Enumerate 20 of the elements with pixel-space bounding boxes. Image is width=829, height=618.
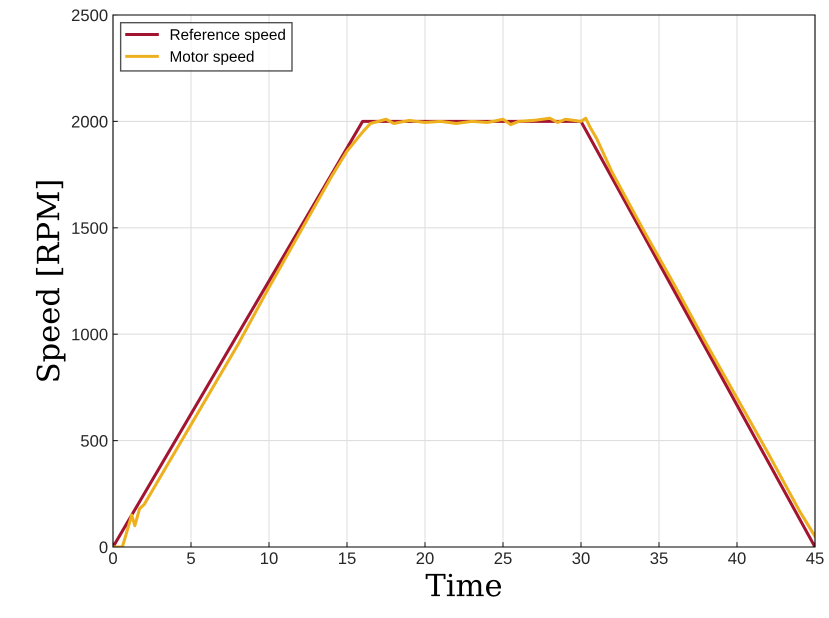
y-tick-label: 0 bbox=[100, 541, 108, 554]
y-tick-label: 2500 bbox=[72, 9, 108, 22]
x-tick-label: 30 bbox=[572, 552, 590, 564]
x-tick-label: 35 bbox=[650, 552, 668, 564]
x-tick-label: 0 bbox=[109, 552, 117, 564]
y-tick-label: 500 bbox=[81, 435, 108, 447]
y-tick-label: 1000 bbox=[72, 328, 108, 340]
x-tick-label: 20 bbox=[416, 552, 434, 564]
x-tick-label: 45 bbox=[806, 552, 824, 564]
y-tick-label: 2000 bbox=[72, 116, 108, 128]
y-axis-title: Speed [RPM] bbox=[36, 181, 66, 381]
x-tick-label: 25 bbox=[494, 552, 512, 564]
y-tick-label: 1500 bbox=[72, 222, 108, 234]
legend-label: Reference speed bbox=[170, 28, 285, 43]
x-tick-label: 40 bbox=[728, 552, 746, 564]
x-axis-title: Time bbox=[426, 574, 502, 597]
x-tick-label: 5 bbox=[187, 552, 195, 564]
x-tick-label: 10 bbox=[261, 552, 278, 564]
legend-label: Motor speed bbox=[170, 50, 254, 65]
x-tick-label: 15 bbox=[339, 552, 356, 564]
